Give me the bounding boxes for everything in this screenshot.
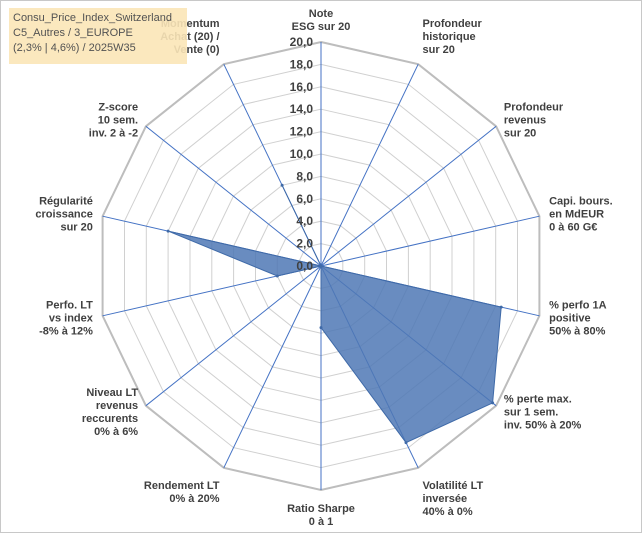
tick-label: 18,0 <box>290 57 314 71</box>
axis-label: Ratio Sharpe 0 à 1 <box>287 503 355 528</box>
tick-label: 10,0 <box>290 147 314 161</box>
data-point <box>404 441 408 445</box>
axis-label: Profondeur revenus sur 20 <box>504 102 564 140</box>
tick-label: 0,0 <box>296 259 313 273</box>
axis-label: Niveau LT revenus reccurents 0% à 6% <box>82 387 139 438</box>
tick-label: 16,0 <box>290 80 314 94</box>
tick-label: 4,0 <box>296 214 313 228</box>
axis-label: Note ESG sur 20 <box>292 8 351 33</box>
axis-label: Capi. bours. en MdEUR 0 à 60 G€ <box>549 195 613 233</box>
tick-label: 6,0 <box>296 192 313 206</box>
axis-spoke <box>145 265 322 407</box>
axis-label: Z-score 10 sem. inv. 2 à -2 <box>89 102 138 140</box>
axis-label: % perte max. sur 1 sem. inv. 50% à 20% <box>504 393 582 431</box>
info-stats: (2,3% | 4,6%) / 2025W35 <box>13 42 136 54</box>
axis-label-layer: Note ESG sur 20 Profondeur historique sur 20… <box>35 8 612 528</box>
tick-label: 20,0 <box>290 35 314 49</box>
tick-label: 14,0 <box>290 102 314 116</box>
data-point <box>275 274 279 278</box>
axis-spoke <box>223 265 322 469</box>
tick-label-layer: 0,0 2,0 4,0 6,0 8,0 10,0 12,0 14,0 16,0 18,0 20,0 <box>290 35 314 273</box>
axis-label: Volatilité LT inversée 40% à 0% <box>423 480 484 518</box>
axis-label: % perfo 1A positive 50% à 80% <box>549 300 607 338</box>
data-point <box>319 264 323 268</box>
data-point <box>499 305 503 309</box>
info-title: Consu_Price_Index_Switzerland <box>13 12 172 24</box>
axis-spoke <box>320 125 497 267</box>
axis-label: Rendement LT 0% à 20% <box>144 480 220 505</box>
data-point <box>166 229 170 233</box>
series-layer <box>166 183 503 445</box>
data-point <box>280 183 284 187</box>
data-point <box>491 401 495 405</box>
axis-label: Profondeur historique sur 20 <box>423 18 483 56</box>
spoke-layer <box>102 42 540 490</box>
info-category: C5_Autres / 3_EUROPE <box>13 27 133 39</box>
tick-label: 12,0 <box>290 125 314 139</box>
info-box: Consu_Price_Index_Switzerland C5_Autres … <box>9 8 187 64</box>
axis-label: Perfo. LT vs index -8% à 12% <box>39 300 94 338</box>
tick-label: 8,0 <box>296 169 313 183</box>
axis-spoke <box>320 63 419 267</box>
data-point <box>319 326 323 330</box>
axis-spoke <box>320 215 540 267</box>
axis-label: Régularité croissance sur 20 <box>35 195 92 233</box>
tick-label: 2,0 <box>296 237 313 251</box>
axis-spoke <box>145 125 322 267</box>
